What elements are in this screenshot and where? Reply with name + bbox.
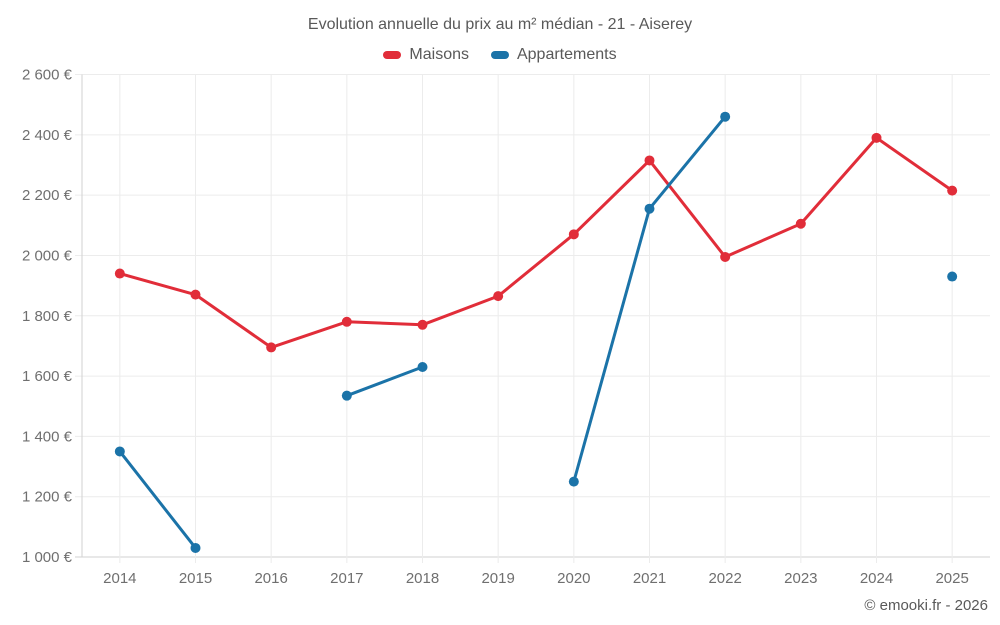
data-point-maisons-2017 [341, 316, 352, 327]
y-axis-tick-label: 1 400 € [22, 428, 73, 445]
legend-item-appartements: Appartements [490, 46, 617, 64]
data-point-appartements-2021 [644, 203, 655, 214]
y-axis-tick-label: 2 200 € [22, 187, 73, 204]
legend-item-maisons: Maisons [383, 46, 469, 64]
series-line-appartements [345, 365, 424, 398]
x-axis-tick-label: 2019 [481, 570, 514, 587]
series-line-appartements [118, 449, 197, 550]
x-axis-tick-label: 2020 [557, 570, 590, 587]
data-point-appartements-2022 [720, 111, 731, 122]
data-point-appartements-2020 [568, 476, 579, 487]
x-axis-tick-label: 2015 [179, 570, 212, 587]
legend-swatch-maisons-icon [383, 51, 402, 59]
legend-swatch-appartements-icon [490, 51, 509, 59]
data-point-maisons-2020 [568, 229, 579, 240]
x-axis-tick-label: 2024 [860, 570, 893, 587]
data-point-maisons-2022 [720, 251, 731, 262]
y-axis-tick-label: 1 800 € [22, 308, 73, 325]
data-point-appartements-2017 [341, 390, 352, 401]
legend-label-appartements: Appartements [516, 46, 617, 63]
chart-title: Evolution annuelle du prix au m² médian … [307, 16, 693, 33]
x-axis-tick-label: 2017 [330, 570, 363, 587]
data-point-maisons-2023 [795, 218, 806, 229]
x-axis-tick-label: 2025 [935, 570, 968, 587]
copyright: © emooki.fr - 2026 [864, 597, 988, 614]
x-axis-tick-label: 2014 [103, 570, 136, 587]
data-point-maisons-2016 [266, 342, 277, 353]
data-point-maisons-2019 [493, 291, 504, 302]
data-point-appartements-2018 [417, 362, 428, 373]
data-point-appartements-2014 [114, 446, 125, 457]
y-axis-tick-label: 2 000 € [22, 247, 73, 264]
chart-legend: Maisons Appartements [0, 46, 1000, 64]
data-point-maisons-2014 [114, 268, 125, 279]
y-axis-tick-label: 1 000 € [22, 549, 73, 566]
y-axis-tick-label: 1 200 € [22, 489, 73, 506]
legend-label-maisons: Maisons [409, 46, 469, 63]
x-axis-tick-label: 2018 [406, 570, 439, 587]
x-axis-tick-label: 2022 [708, 570, 741, 587]
data-point-maisons-2015 [190, 289, 201, 300]
x-axis-tick-label: 2023 [784, 570, 817, 587]
series-line-maisons [118, 136, 954, 349]
data-point-maisons-2024 [871, 132, 882, 143]
data-point-maisons-2018 [417, 319, 428, 330]
x-axis-tick-label: 2021 [633, 570, 666, 587]
y-axis-tick-label: 1 600 € [22, 368, 73, 385]
y-axis-tick-label: 2 400 € [22, 127, 73, 144]
data-point-maisons-2025 [947, 185, 958, 196]
y-axis-tick-label: 2 600 € [22, 67, 73, 84]
data-point-appartements-2015 [190, 542, 201, 553]
data-point-appartements-2025 [947, 271, 958, 282]
data-point-maisons-2021 [644, 155, 655, 166]
x-axis-tick-label: 2016 [254, 570, 287, 587]
